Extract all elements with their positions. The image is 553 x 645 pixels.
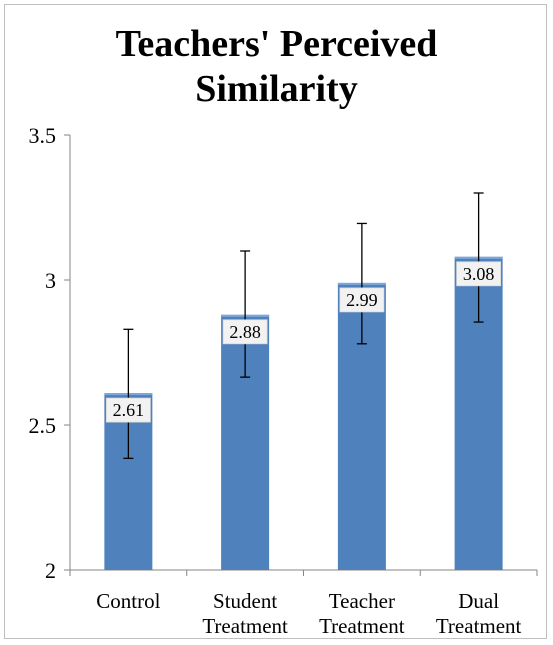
data-label: 3.08 bbox=[463, 264, 495, 284]
x-tick-label: Student Treatment bbox=[202, 589, 288, 638]
x-tick-label-line: Treatment bbox=[436, 614, 522, 638]
data-label: 2.99 bbox=[346, 290, 378, 310]
data-label: 2.61 bbox=[113, 400, 145, 420]
x-tick-label-line: Dual bbox=[458, 589, 499, 613]
x-tick-label-line: Student bbox=[213, 589, 277, 613]
data-label-box bbox=[222, 319, 268, 345]
y-axis: 2 2.5 3 3.5 bbox=[29, 123, 71, 583]
data-label: 2.88 bbox=[229, 322, 261, 342]
x-tick-label: Dual Treatment bbox=[436, 589, 522, 638]
y-tick-label: 3.5 bbox=[29, 123, 57, 148]
data-label-box bbox=[456, 261, 502, 287]
chart-title-line-1: Teachers' Perceived bbox=[0, 22, 553, 67]
x-tick-label-line: Teacher bbox=[329, 589, 395, 613]
data-label-box bbox=[339, 287, 385, 313]
x-tick-label-line: Treatment bbox=[319, 614, 405, 638]
chart-title-word-1: Teachers' bbox=[115, 23, 271, 65]
y-tick-label: 2.5 bbox=[29, 413, 57, 438]
y-tick-label: 2 bbox=[45, 558, 56, 583]
data-labels-group: 2.61 2.88 2.99 3.08 bbox=[105, 261, 502, 423]
x-tick-label: Control bbox=[96, 589, 160, 613]
data-label-box bbox=[105, 397, 151, 423]
error-bars-group bbox=[123, 192, 484, 460]
x-tick-label: Teacher Treatment bbox=[319, 589, 405, 638]
chart-title: Teachers' Perceived Similarity bbox=[0, 22, 553, 112]
y-tick-label: 3 bbox=[45, 268, 56, 293]
chart-title-line-2: Similarity bbox=[195, 68, 358, 110]
x-tick-label-line: Control bbox=[96, 589, 160, 613]
x-tick-label-line: Treatment bbox=[202, 614, 288, 638]
bars-group bbox=[104, 256, 503, 570]
chart-title-word-2: Perceived bbox=[279, 23, 438, 65]
